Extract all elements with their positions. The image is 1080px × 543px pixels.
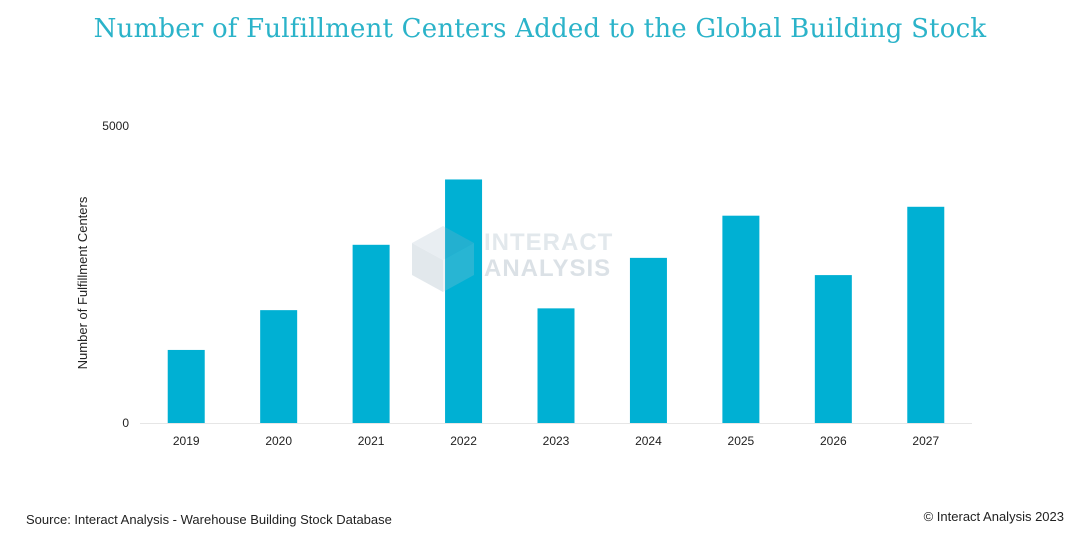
bar-2022 — [445, 179, 483, 423]
source-note: Source: Interact Analysis - Warehouse Bu… — [26, 512, 392, 527]
y-tick-label: 5000 — [102, 119, 129, 133]
bar-2021 — [352, 244, 390, 423]
x-tick-labels: 2019 2020 2021 2022 2023 2024 2025 2026 2027 — [173, 434, 940, 448]
x-tick-label: 2022 — [450, 434, 477, 448]
copyright-note: © Interact Analysis 2023 — [923, 509, 1064, 524]
x-tick-label: 2026 — [820, 434, 847, 448]
x-tick-label: 2024 — [635, 434, 662, 448]
y-axis-label: Number of Fulfillment Centers — [75, 196, 90, 369]
y-ticks: 0 5000 — [102, 119, 129, 430]
x-tick-label: 2025 — [728, 434, 755, 448]
x-tick-label: 2020 — [265, 434, 292, 448]
x-tick-label: 2023 — [543, 434, 570, 448]
bar-2026 — [814, 275, 852, 423]
bars — [167, 179, 945, 423]
bar-2019 — [167, 349, 205, 423]
chart-title: Number of Fulfillment Centers Added to t… — [93, 14, 987, 44]
x-tick-label: 2021 — [358, 434, 385, 448]
y-tick-label: 0 — [122, 416, 129, 430]
bar-2025 — [722, 215, 760, 423]
bar-2023 — [537, 308, 575, 423]
bar-2020 — [260, 310, 298, 423]
bar-2027 — [907, 206, 945, 423]
bar-2024 — [629, 257, 667, 423]
x-tick-label: 2027 — [912, 434, 939, 448]
x-tick-label: 2019 — [173, 434, 200, 448]
